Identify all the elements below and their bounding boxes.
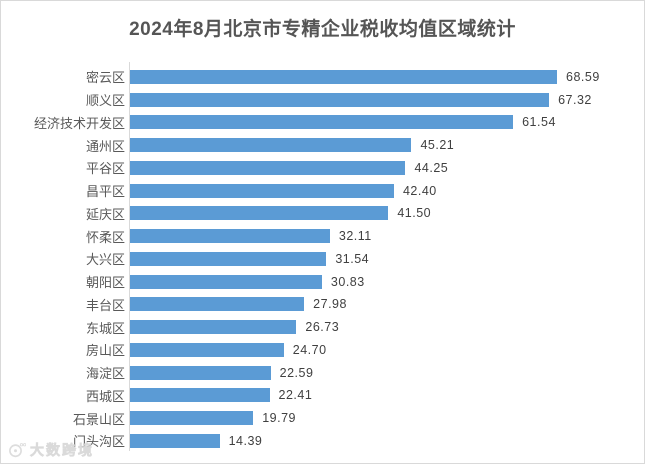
category-label: 大兴区 [85, 252, 125, 268]
bar-track: 44.25 [130, 160, 644, 175]
bar [130, 206, 389, 221]
bar [130, 320, 297, 335]
category-axis-line [129, 62, 130, 451]
value-label: 14.39 [228, 433, 263, 448]
bar-rows-container: 密云区 68.59 顺义区 67.32 经济技术开发区 61.54 通州区 [1, 66, 644, 453]
bar-row: 房山区 24.70 [1, 339, 644, 362]
bar-row: 昌平区 42.40 [1, 179, 644, 202]
bar-track: 14.39 [130, 433, 644, 448]
category-label: 东城区 [85, 320, 125, 336]
bar [130, 274, 322, 289]
bar-row: 大兴区 31.54 [1, 248, 644, 271]
bar-row: 延庆区 41.50 [1, 202, 644, 225]
bar [130, 342, 284, 357]
bar-track: 31.54 [130, 251, 644, 266]
category-label: 平谷区 [85, 161, 125, 177]
category-label: 密云区 [85, 70, 125, 86]
bar-row: 朝阳区 30.83 [1, 270, 644, 293]
bar-track: 30.83 [130, 274, 644, 289]
chart-title: 2024年8月北京市专精企业税收均值区域统计 [129, 19, 516, 40]
bar-row: 怀柔区 32.11 [1, 225, 644, 248]
bar-row: 西城区 22.41 [1, 384, 644, 407]
bar [130, 92, 550, 107]
bar-track: 67.32 [130, 92, 644, 107]
watermark: 大数跨境 [8, 440, 94, 460]
value-label: 31.54 [335, 251, 370, 266]
bar-track: 22.41 [130, 388, 644, 403]
bar [130, 138, 412, 153]
value-label: 68.59 [566, 69, 600, 84]
category-label: 经济技术开发区 [33, 115, 125, 131]
value-label: 22.59 [279, 365, 314, 380]
value-label: 41.50 [397, 206, 432, 221]
category-label: 通州区 [85, 138, 125, 154]
bar-track: 45.21 [130, 138, 644, 153]
category-label: 海淀区 [85, 366, 125, 382]
category-label: 昌平区 [85, 184, 125, 200]
value-label: 19.79 [262, 411, 296, 426]
category-label: 怀柔区 [85, 229, 125, 245]
category-label: 房山区 [85, 343, 125, 359]
bar-row: 丰台区 27.98 [1, 293, 644, 316]
bar [130, 411, 254, 426]
bar-row: 东城区 26.73 [1, 316, 644, 339]
category-label: 石景山区 [72, 411, 125, 427]
bar-row: 石景山区 19.79 [1, 407, 644, 430]
category-label: 丰台区 [85, 297, 125, 313]
value-label: 32.11 [338, 229, 372, 244]
value-label: 26.73 [305, 320, 340, 335]
watermark-circle-logo [9, 443, 26, 458]
bar-track: 42.40 [130, 183, 644, 198]
value-label: 30.83 [330, 274, 365, 289]
value-label: 42.40 [402, 183, 437, 198]
bar-track: 32.11 [130, 229, 644, 244]
bar-track: 41.50 [130, 206, 644, 221]
category-label: 朝阳区 [85, 275, 125, 291]
bar-row: 海淀区 22.59 [1, 361, 644, 384]
bar [130, 229, 330, 244]
value-label: 27.98 [313, 297, 347, 312]
bar-row: 经济技术开发区 61.54 [1, 111, 644, 134]
bar-track: 26.73 [130, 320, 644, 335]
bar-track: 27.98 [130, 297, 644, 312]
category-label: 延庆区 [85, 206, 125, 222]
value-label: 44.25 [414, 160, 449, 175]
bar [130, 160, 406, 175]
bar-row: 顺义区 67.32 [1, 88, 644, 111]
bar [130, 433, 220, 448]
bar-row: 密云区 68.59 [1, 66, 644, 89]
bar [130, 115, 514, 130]
bar [130, 69, 557, 84]
category-label: 西城区 [85, 388, 125, 404]
bar-track: 19.79 [130, 411, 644, 426]
bar-row: 平谷区 44.25 [1, 157, 644, 180]
category-label: 门头沟区 [72, 434, 125, 450]
bar-track: 61.54 [130, 115, 644, 130]
value-label: 24.70 [292, 342, 327, 357]
bar [130, 251, 327, 266]
bar-track: 22.59 [130, 365, 644, 380]
bar-track: 24.70 [130, 342, 644, 357]
watermark-text: 大数跨境 [30, 442, 94, 459]
bar-row: 门头沟区 14.39 [1, 430, 644, 453]
bar-row: 通州区 45.21 [1, 134, 644, 157]
bar [130, 183, 394, 198]
value-label: 61.54 [522, 115, 556, 130]
bar [130, 388, 270, 403]
value-label: 22.41 [278, 388, 313, 403]
bar [130, 297, 305, 312]
bar-track: 68.59 [130, 69, 644, 84]
value-label: 45.21 [420, 138, 455, 153]
value-label: 67.32 [558, 92, 592, 107]
bar [130, 365, 271, 380]
category-label: 顺义区 [85, 93, 125, 109]
